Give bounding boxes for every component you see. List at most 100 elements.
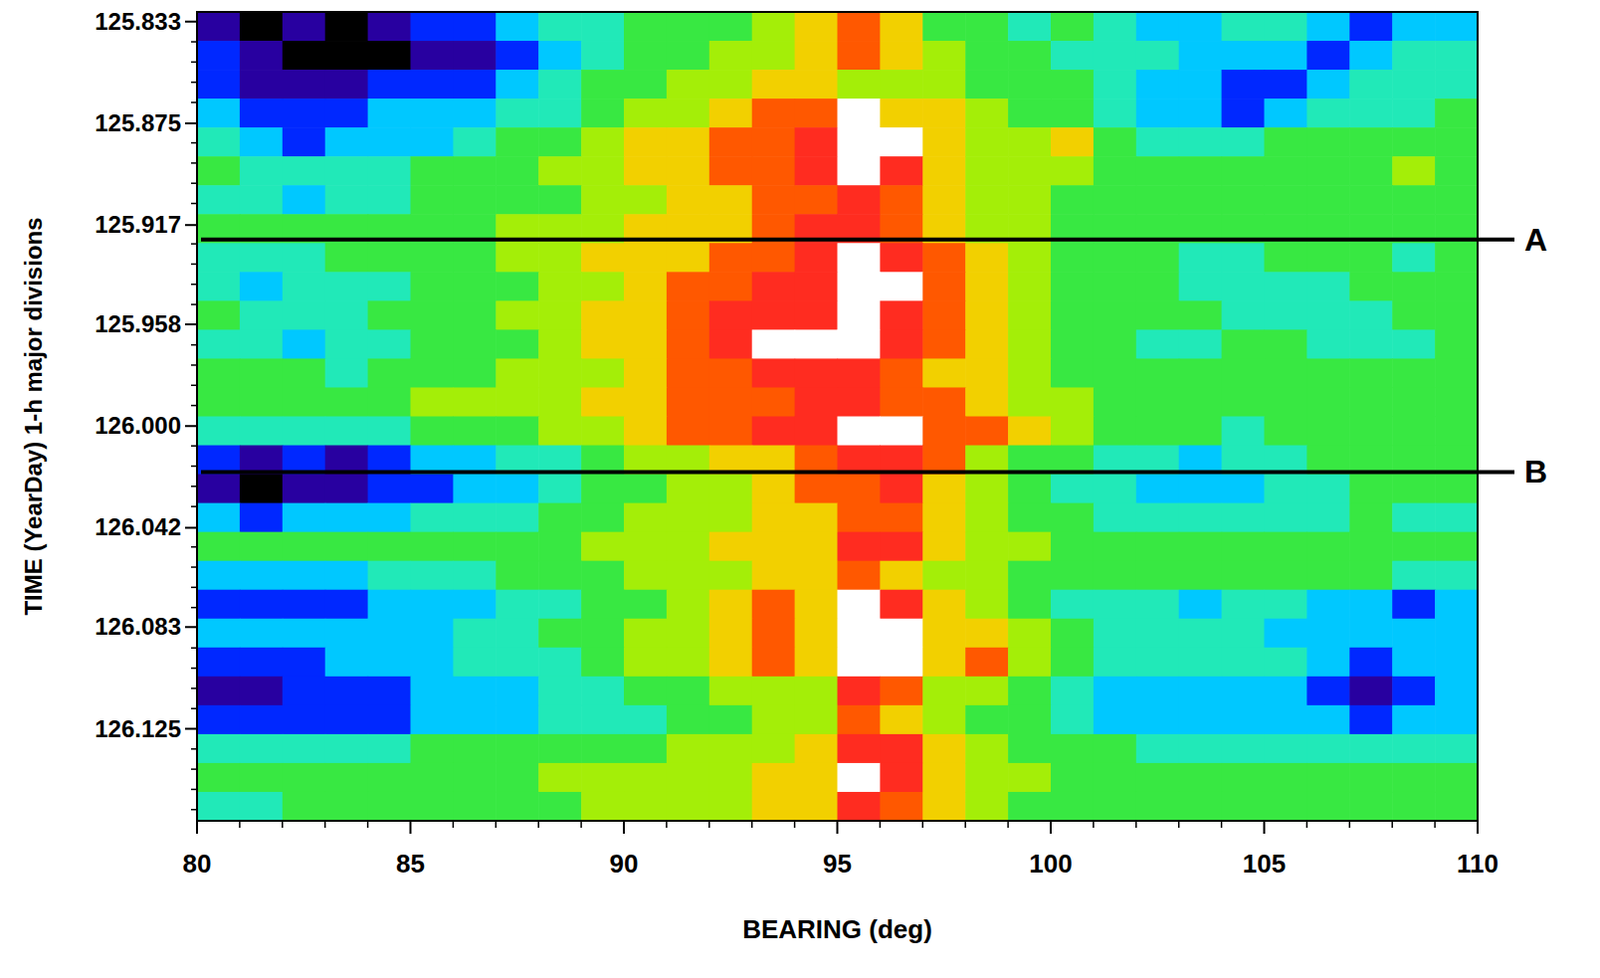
cell	[623, 618, 668, 649]
cell	[1093, 242, 1138, 273]
cell	[1093, 618, 1138, 649]
cell	[879, 792, 924, 821]
cell	[623, 734, 668, 765]
cell	[1306, 98, 1351, 129]
y-tick	[185, 223, 198, 226]
cell	[879, 358, 924, 389]
cell	[752, 242, 797, 273]
cell	[368, 647, 412, 678]
cell	[1264, 792, 1309, 821]
cell	[581, 734, 625, 765]
x-minor-tick	[1135, 820, 1138, 828]
cell	[282, 127, 327, 158]
cell	[1434, 618, 1478, 649]
cell	[1007, 792, 1052, 821]
cell	[495, 676, 540, 707]
cell	[1306, 127, 1351, 158]
cell	[709, 69, 754, 100]
cell	[282, 242, 327, 273]
cell	[1392, 792, 1436, 821]
y-minor-tick	[191, 404, 198, 407]
cell	[623, 11, 668, 42]
cell	[965, 40, 1009, 71]
cell	[1136, 300, 1181, 331]
x-minor-tick	[452, 820, 455, 828]
cell	[282, 792, 327, 821]
cell	[1221, 647, 1266, 678]
cell	[837, 69, 882, 100]
x-minor-tick	[708, 820, 711, 828]
cell	[325, 503, 370, 534]
cell	[1093, 676, 1138, 707]
cell	[239, 792, 284, 821]
cell	[922, 590, 967, 620]
cell	[282, 734, 327, 765]
cell	[666, 503, 711, 534]
cell	[368, 734, 412, 765]
cell	[410, 647, 455, 678]
cell	[623, 185, 668, 215]
cell	[495, 503, 540, 534]
cell	[239, 185, 284, 215]
y-minor-tick	[191, 162, 198, 165]
cell	[1221, 11, 1266, 42]
cell	[1093, 647, 1138, 678]
cell	[1434, 705, 1478, 736]
cell	[1349, 40, 1394, 71]
cell	[1136, 561, 1181, 592]
cell	[1306, 11, 1351, 42]
cell	[239, 734, 284, 765]
cell	[1264, 98, 1309, 129]
cell	[1179, 734, 1223, 765]
cell	[623, 271, 668, 302]
cell	[495, 242, 540, 273]
cell	[837, 763, 882, 794]
cell	[623, 590, 668, 620]
cell	[837, 387, 882, 417]
cell	[837, 271, 882, 302]
cell	[709, 705, 754, 736]
cell	[1392, 647, 1436, 678]
cell	[1179, 474, 1223, 505]
cell	[239, 98, 284, 129]
cell	[495, 474, 540, 505]
cell	[1306, 329, 1351, 360]
x-tick	[409, 820, 412, 834]
cell	[197, 792, 241, 821]
cell	[795, 590, 839, 620]
cell	[1434, 40, 1478, 71]
cell	[538, 98, 583, 129]
cell	[1306, 561, 1351, 592]
cell	[922, 416, 967, 447]
x-minor-tick	[1433, 820, 1436, 828]
y-minor-tick	[191, 505, 198, 508]
annotation-line	[200, 469, 1515, 474]
cell	[1264, 127, 1309, 158]
cell	[879, 416, 924, 447]
cell	[325, 242, 370, 273]
cell	[581, 763, 625, 794]
cell	[581, 647, 625, 678]
x-tick-label: 95	[822, 848, 852, 879]
cell	[197, 271, 241, 302]
cell	[709, 387, 754, 417]
cell	[495, 98, 540, 129]
x-minor-tick	[1391, 820, 1394, 828]
cell	[666, 329, 711, 360]
cell	[1093, 329, 1138, 360]
cell	[325, 561, 370, 592]
cell	[282, 763, 327, 794]
chart: 80859095100105110125.833125.875125.91712…	[0, 0, 1600, 978]
cell	[752, 185, 797, 215]
cell	[623, 40, 668, 71]
cell	[239, 387, 284, 417]
cell	[282, 647, 327, 678]
cell	[325, 358, 370, 389]
y-minor-tick	[191, 587, 198, 590]
cell	[452, 561, 497, 592]
cell	[239, 358, 284, 389]
cell	[282, 474, 327, 505]
cell	[368, 561, 412, 592]
cell	[752, 590, 797, 620]
cell	[965, 705, 1009, 736]
